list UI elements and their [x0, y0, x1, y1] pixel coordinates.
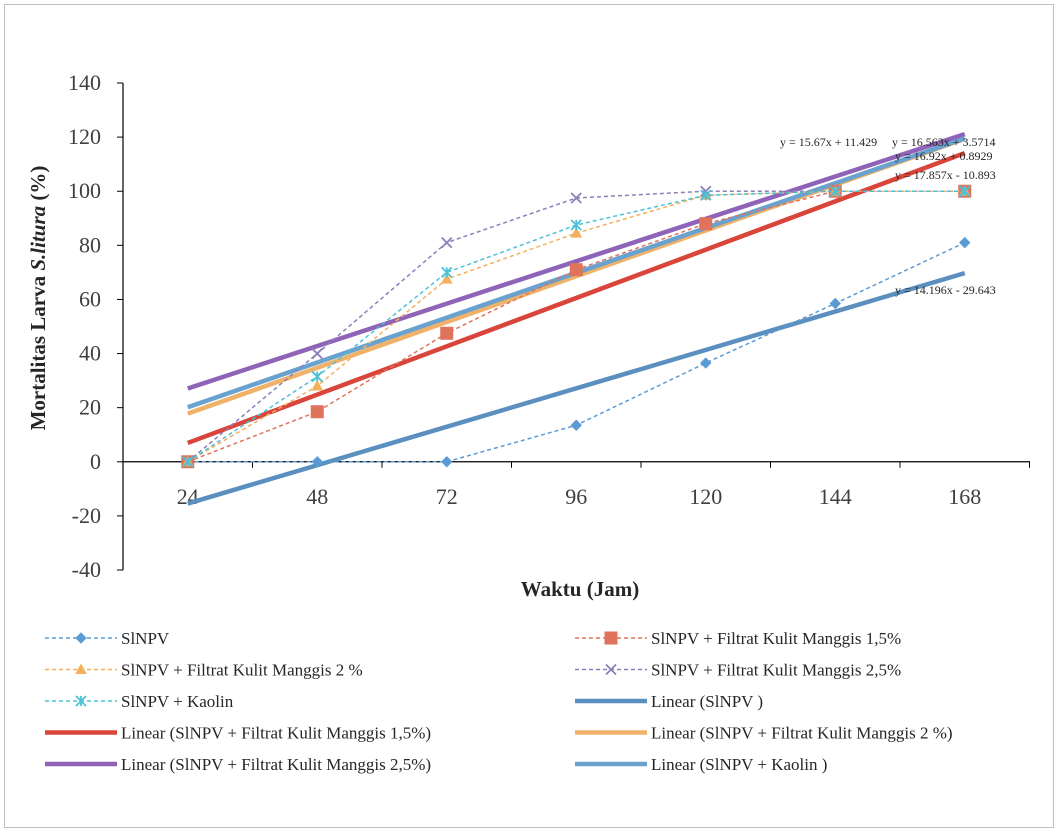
- y-tick-label: 100: [68, 178, 101, 203]
- data-point-0-5: [829, 297, 841, 310]
- y-tick-label: 120: [68, 124, 101, 149]
- legend-label: SlNPV + Filtrat Kulit Manggis 2 %: [121, 661, 363, 680]
- legend-entry-2: SlNPV + Filtrat Kulit Manggis 2 %: [45, 661, 363, 680]
- legend-entry-9: Linear (SlNPV + Kaolin ): [575, 755, 827, 774]
- y-tick-label: 140: [68, 70, 101, 95]
- data-point-4-1: [311, 370, 323, 383]
- legend-label: Linear (SlNPV + Filtrat Kulit Manggis 2 …: [651, 724, 953, 743]
- legend-entry-6: Linear (SlNPV + Filtrat Kulit Manggis 1,…: [45, 724, 431, 743]
- y-axis-title-prefix: Mortalitas Larva: [26, 271, 50, 431]
- x-tick-label: 24: [177, 484, 199, 509]
- data-point-1-4: [699, 217, 713, 231]
- x-axis-title: Waktu (Jam): [521, 577, 639, 601]
- x-tick-label: 72: [436, 484, 458, 509]
- legend-label: SlNPV + Kaolin: [121, 692, 234, 711]
- y-tick-label: -40: [72, 557, 101, 582]
- legend-label: SlNPV + Filtrat Kulit Manggis 2,5%: [651, 661, 901, 680]
- y-tick-label: 80: [79, 232, 101, 257]
- legend-label: Linear (SlNPV + Filtrat Kulit Manggis 1,…: [121, 724, 431, 743]
- legend-label: Linear (SlNPV + Kaolin ): [651, 755, 827, 774]
- data-point-4-4: [700, 189, 712, 201]
- legend-label: SlNPV: [121, 629, 170, 648]
- data-point-4-5: [829, 185, 841, 197]
- legend-marker: [75, 663, 87, 674]
- legend-entry-7: Linear (SlNPV + Filtrat Kulit Manggis 2 …: [575, 724, 953, 743]
- data-point-4-2: [441, 266, 453, 279]
- data-point-2-3: [570, 227, 583, 238]
- legend-label: SlNPV + Filtrat Kulit Manggis 1,5%: [651, 629, 901, 648]
- y-axis-title-species: S.litura: [26, 206, 50, 271]
- y-tick-label: 20: [79, 395, 101, 420]
- data-point-3-1: [311, 347, 323, 360]
- line-chart: -40 -20 0 20 40 60 80 100 120 140 24 48 72 96 120 144 16…: [26, 70, 1030, 774]
- data-point-0-1: [311, 456, 323, 468]
- legend-entry-3: SlNPV + Filtrat Kulit Manggis 2,5%: [575, 661, 901, 680]
- legend-marker: [605, 663, 617, 676]
- data-point-4-0: [182, 456, 194, 468]
- data-point-1-1: [310, 405, 324, 419]
- trendline-equation-4: y = 16.563x + 3.5714: [892, 135, 996, 149]
- y-tick-label: 60: [79, 286, 101, 311]
- y-tick-label: -20: [72, 503, 101, 528]
- data-point-0-2: [441, 456, 453, 468]
- legend-entry-1: SlNPV + Filtrat Kulit Manggis 1,5%: [575, 629, 901, 648]
- y-axis-title-unit: (%): [26, 166, 50, 206]
- x-tick-label: 168: [948, 484, 981, 509]
- legend-entry-4: SlNPV + Kaolin: [45, 692, 234, 711]
- legend-entry-0: SlNPV: [45, 629, 170, 648]
- x-tick-label: 120: [689, 484, 722, 509]
- y-tick-label: 40: [79, 341, 101, 366]
- trendline-equation-0: y = 14.196x - 29.643: [895, 283, 996, 297]
- legend-marker: [75, 695, 87, 707]
- trendline-1: [186, 150, 966, 446]
- data-point-0-4: [700, 357, 712, 369]
- data-point-2-1: [311, 379, 324, 391]
- y-tick-label: 0: [90, 449, 101, 474]
- legend-entry-8: Linear (SlNPV + Filtrat Kulit Manggis 2,…: [45, 755, 431, 774]
- data-point-3-3: [570, 192, 582, 204]
- data-point-3-2: [441, 236, 453, 249]
- legend-label: Linear (SlNPV + Filtrat Kulit Manggis 2,…: [121, 755, 431, 774]
- x-tick-label: 96: [565, 484, 587, 509]
- legend-entry-5: Linear (SlNPV ): [575, 692, 763, 711]
- trendline-equation-3: y = 15.67x + 11.429: [780, 135, 877, 149]
- data-point-4-6: [959, 185, 971, 197]
- legend-label: Linear (SlNPV ): [651, 692, 763, 711]
- data-point-4-3: [570, 219, 582, 231]
- data-point-1-3: [569, 263, 583, 277]
- x-tick-label: 144: [819, 484, 852, 509]
- data-point-0-3: [570, 419, 582, 431]
- trendline-equation-1: y = 17.857x - 10.893: [895, 168, 996, 182]
- trendline-3: [187, 131, 966, 391]
- data-point-1-2: [440, 326, 454, 340]
- data-point-0-6: [959, 236, 971, 249]
- x-tick-label: 48: [306, 484, 328, 509]
- data-point-2-2: [440, 273, 453, 284]
- legend-marker: [604, 631, 618, 645]
- chart-area: -40 -20 0 20 40 60 80 100 120 140 24 48 72 96 120 144 16…: [4, 4, 1054, 828]
- trendline-0: [187, 270, 966, 506]
- y-axis-title: Mortalitas Larva S.litura (%): [26, 166, 50, 431]
- trendline-equation-2: y = 16.92x + 0.8929: [895, 149, 993, 163]
- legend-marker: [75, 632, 87, 644]
